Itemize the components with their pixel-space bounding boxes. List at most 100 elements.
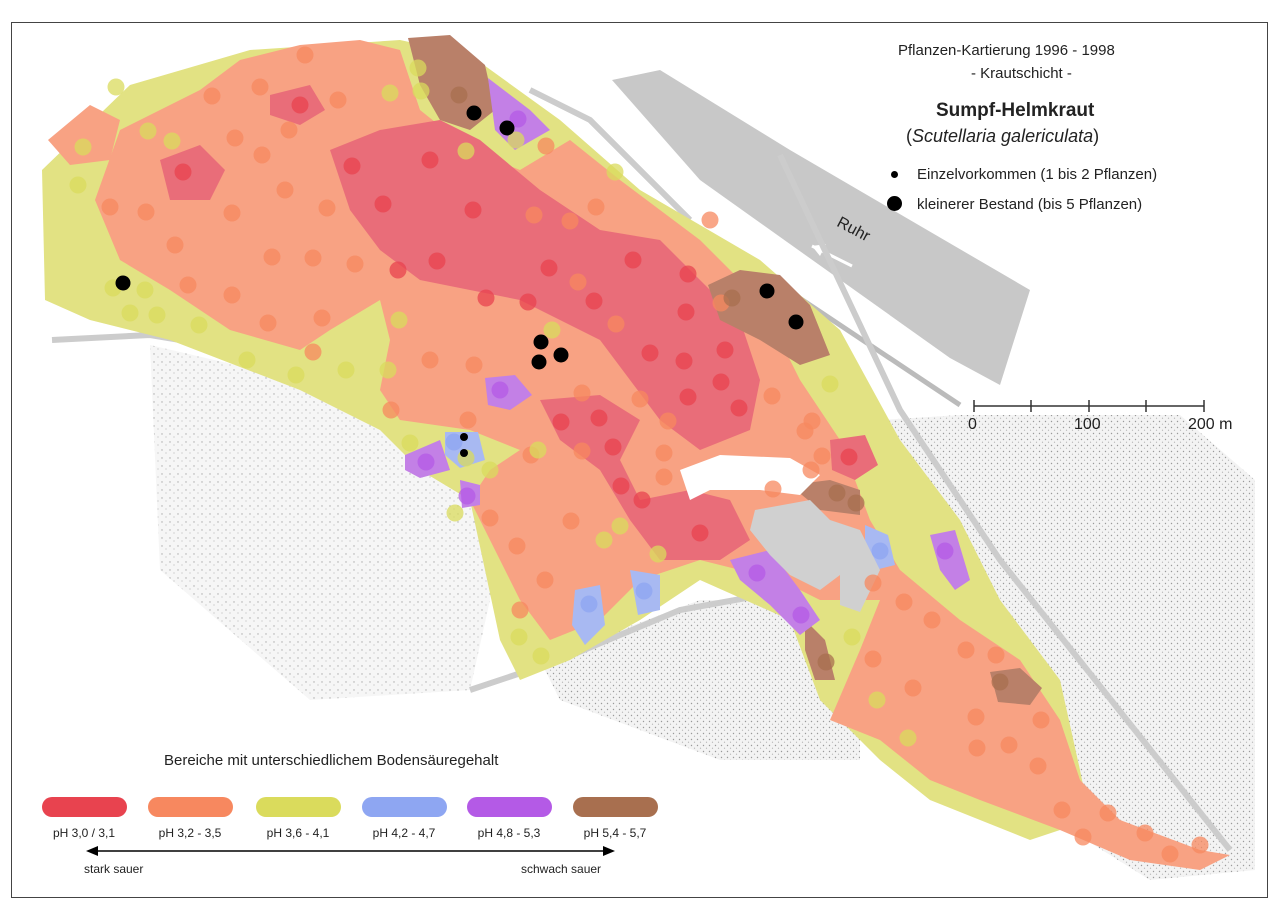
sample-point: [74, 138, 92, 156]
sample-point: [525, 206, 543, 224]
sample-point: [821, 375, 839, 393]
sample-point: [1053, 801, 1071, 819]
sample-point: [679, 388, 697, 406]
species-common-name: Sumpf-Helmkraut: [936, 100, 1095, 121]
sample-point: [276, 181, 294, 199]
small-stand-marker: [499, 120, 515, 136]
ph-swatch-6: [573, 797, 658, 817]
sample-point: [1074, 828, 1092, 846]
small-stand-legend-label: kleinerer Bestand (bis 5 Pflanzen): [917, 196, 1143, 213]
sample-point: [509, 110, 527, 128]
sample-point: [401, 434, 419, 452]
sample-point: [137, 203, 155, 221]
sample-point: [481, 461, 499, 479]
sample-point: [967, 708, 985, 726]
sample-point: [843, 628, 861, 646]
sample-point: [968, 739, 986, 757]
sample-point: [507, 131, 525, 149]
species-latin-text: Scutellaria galericulata: [912, 126, 1094, 146]
ph-swatch-2: [148, 797, 233, 817]
sample-point: [166, 236, 184, 254]
sample-point: [712, 373, 730, 391]
sample-point: [532, 647, 550, 665]
sample-point: [163, 132, 181, 150]
small-stand-marker: [788, 314, 804, 330]
sample-point: [226, 129, 244, 147]
sample-point: [481, 509, 499, 527]
sample-point: [508, 537, 526, 555]
ph-swatch-4: [362, 797, 447, 817]
sample-point: [329, 91, 347, 109]
sample-point: [987, 646, 1005, 664]
species-latin-name: (Scutellaria galericulata): [906, 126, 1100, 146]
sample-point: [580, 595, 598, 613]
sample-point: [677, 303, 695, 321]
sample-point: [537, 137, 555, 155]
sample-point: [409, 59, 427, 77]
sample-point: [730, 399, 748, 417]
sample-dots: [69, 46, 1209, 863]
sample-point: [446, 504, 464, 522]
sample-point: [868, 691, 886, 709]
sample-point: [543, 321, 561, 339]
sample-point: [1191, 836, 1209, 854]
ph-swatch-5: [467, 797, 552, 817]
sample-point: [573, 442, 591, 460]
sample-point: [139, 122, 157, 140]
sample-point: [1000, 736, 1018, 754]
sample-point: [253, 146, 271, 164]
small-stand-marker: [553, 347, 569, 363]
sample-point: [390, 311, 408, 329]
sample-point: [633, 491, 651, 509]
sample-point: [313, 309, 331, 327]
acidity-arrow: [86, 846, 615, 856]
sample-point: [561, 212, 579, 230]
sample-point: [611, 517, 629, 535]
sample-point: [607, 315, 625, 333]
sample-point: [101, 198, 119, 216]
sample-point: [590, 409, 608, 427]
sample-point: [659, 412, 677, 430]
sample-point: [764, 480, 782, 498]
sample-point: [691, 524, 709, 542]
ph-swatch-3: [256, 797, 341, 817]
sample-point: [421, 151, 439, 169]
sample-point: [604, 438, 622, 456]
small-stand-marker: [533, 334, 549, 350]
sample-point: [569, 273, 587, 291]
sample-point: [936, 542, 954, 560]
sample-point: [417, 453, 435, 471]
sample-point: [121, 304, 139, 322]
sample-point: [624, 251, 642, 269]
sample-point: [251, 78, 269, 96]
single-occurrence-legend-icon: [891, 171, 898, 178]
buildings: [680, 455, 880, 612]
sample-point: [552, 413, 570, 431]
sample-point: [1161, 845, 1179, 863]
sample-point: [412, 82, 430, 100]
sample-point: [817, 653, 835, 671]
sample-point: [723, 289, 741, 307]
sample-point: [536, 571, 554, 589]
scale-label-100: 100: [1074, 416, 1101, 433]
sample-point: [263, 248, 281, 266]
sample-point: [203, 87, 221, 105]
sample-point: [792, 606, 810, 624]
sample-point: [748, 564, 766, 582]
sample-point: [655, 444, 673, 462]
sample-point: [445, 433, 463, 451]
sample-point: [991, 673, 1009, 691]
sample-point: [287, 366, 305, 384]
sample-point: [641, 344, 659, 362]
sample-point: [346, 255, 364, 273]
sample-point: [612, 477, 630, 495]
small-stand-marker: [115, 275, 131, 291]
sample-point: [465, 356, 483, 374]
sample-point: [374, 195, 392, 213]
small-stand-marker: [466, 105, 482, 121]
sample-point: [585, 292, 603, 310]
sample-point: [631, 390, 649, 408]
ph-label-6: pH 5,4 - 5,7: [583, 826, 647, 840]
ph-label-3: pH 3,6 - 4,1: [266, 826, 330, 840]
sample-point: [477, 289, 495, 307]
